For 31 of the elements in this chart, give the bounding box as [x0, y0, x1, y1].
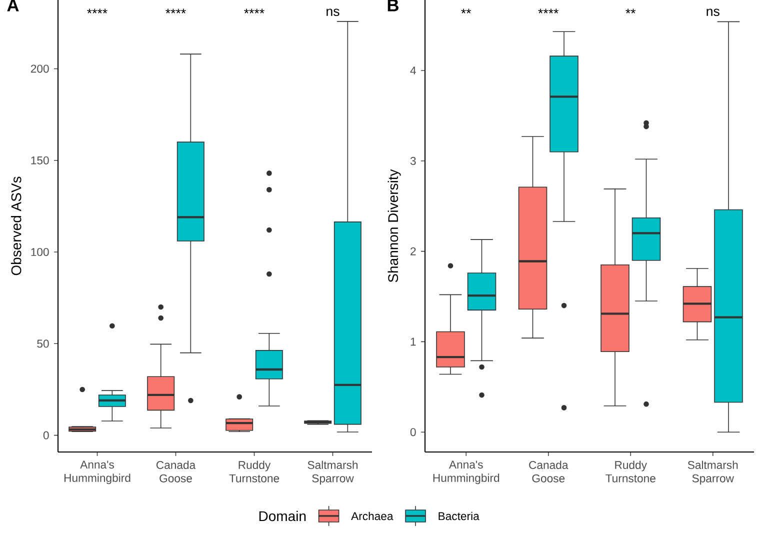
x-tick-label: Ruddy Turnstone [229, 460, 280, 482]
annotation: ** [626, 8, 636, 14]
annotation: **** [166, 8, 186, 14]
x-tick-label: Anna's Hummingbird [433, 460, 500, 484]
x-tick-label: Saltmarsh Sparrow [688, 460, 738, 485]
y-tick-label: 1 [410, 338, 416, 346]
x-tick-label: Saltmarsh Sparrow [308, 460, 358, 485]
y-tick-label: 0 [410, 428, 416, 436]
legend-label: Archaea [351, 512, 394, 520]
annotation: **** [244, 8, 264, 14]
annotation: **** [87, 8, 108, 14]
legend-label: Bacteria [438, 512, 480, 520]
x-tick-label: Canada Goose [529, 460, 568, 482]
y-tick-label: 150 [31, 156, 49, 164]
y-tick-label: 200 [30, 64, 49, 73]
y-axis-title: Observed ASVs [10, 176, 22, 276]
annotation: ns [706, 8, 720, 16]
x-tick-label: Ruddy Turnstone [606, 460, 656, 482]
annotation: **** [538, 8, 559, 14]
y-tick-label: 50 [37, 340, 49, 348]
legend-title: Domain [259, 510, 306, 522]
x-tick-label: Canada Goose [156, 460, 196, 482]
y-tick-label: 3 [410, 156, 416, 165]
y-axis-title: Shannon Diversity [388, 169, 401, 282]
y-tick-label: 2 [410, 247, 416, 256]
y-tick-label: 100 [31, 248, 49, 256]
y-tick-label: 0 [43, 431, 49, 440]
annotation: ** [461, 8, 472, 14]
x-tick-label: Anna's Hummingbird [64, 460, 130, 484]
annotation: ns [326, 8, 340, 16]
y-tick-label: 4 [410, 66, 416, 74]
